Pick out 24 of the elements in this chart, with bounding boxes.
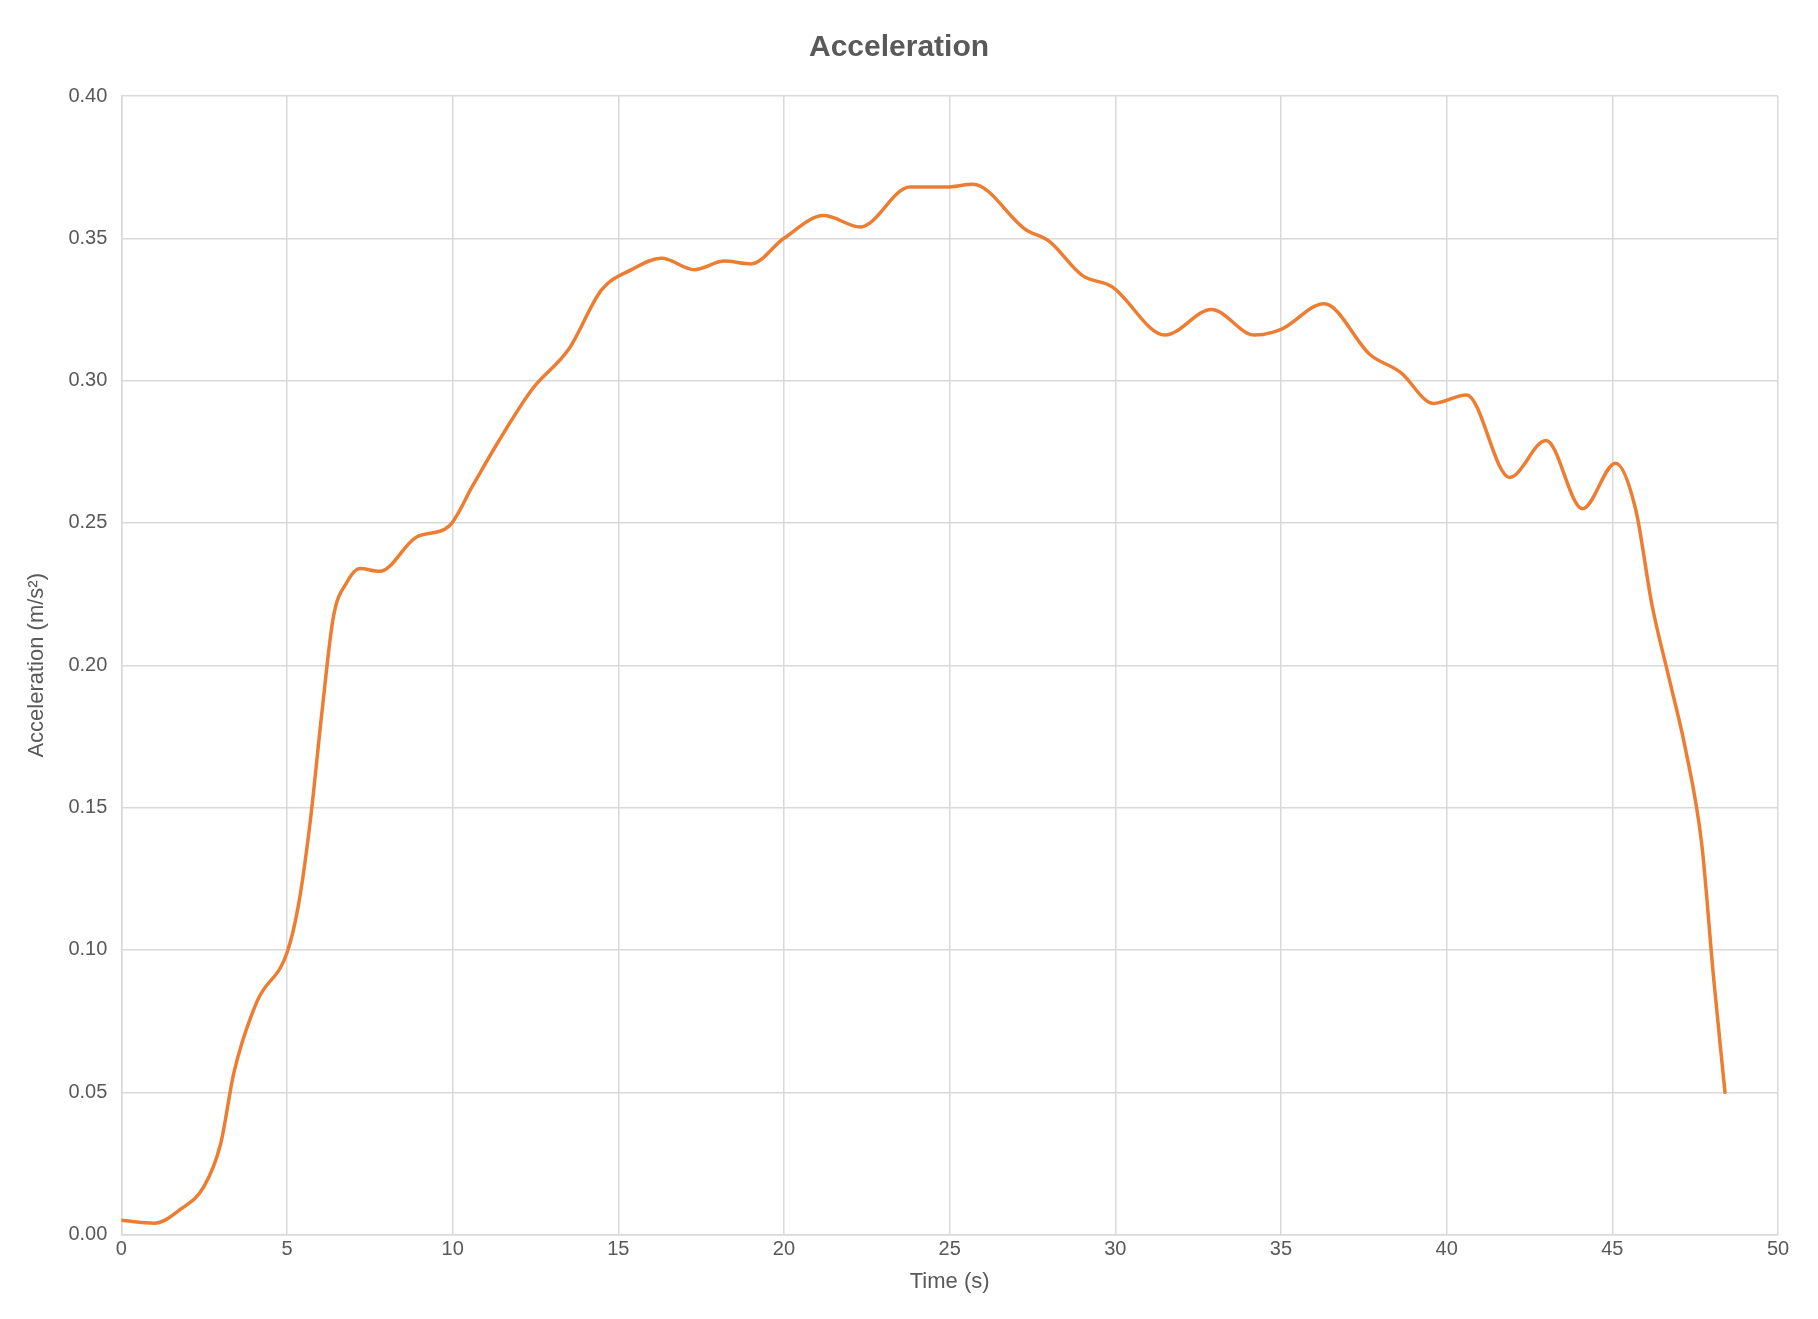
x-tick-label: 10 — [441, 1237, 464, 1260]
x-tick-label: 40 — [1435, 1237, 1458, 1260]
y-tick-label: 0.40 — [68, 83, 108, 106]
chart-title: Acceleration — [808, 29, 990, 63]
x-tick-label: 0 — [115, 1237, 127, 1260]
x-tick-label: 20 — [772, 1237, 796, 1260]
x-tick-label: 15 — [607, 1237, 630, 1260]
y-tick-label: 0.10 — [68, 937, 108, 960]
y-tick-label: 0.35 — [68, 225, 108, 248]
y-tick-label: 0.25 — [68, 510, 108, 533]
x-tick-label: 25 — [938, 1237, 961, 1260]
line-series — [121, 182, 1727, 1225]
y-tick-label: 0.05 — [68, 1079, 108, 1102]
y-tick-label: 0.15 — [68, 795, 108, 818]
x-tick-label: 50 — [1766, 1237, 1790, 1260]
x-tick-label: 45 — [1601, 1237, 1624, 1260]
x-tick-label: 30 — [1104, 1237, 1127, 1260]
x-tick-label: 5 — [281, 1237, 293, 1260]
y-axis-title: Acceleration (m/s²) — [23, 573, 49, 758]
y-tick-label: 0.30 — [68, 368, 108, 391]
y-tick-label: 0.20 — [68, 652, 108, 675]
y-tick-label: 0.00 — [68, 1222, 108, 1245]
x-axis-title: Time (s) — [909, 1267, 990, 1293]
x-tick-label: 35 — [1269, 1237, 1293, 1260]
